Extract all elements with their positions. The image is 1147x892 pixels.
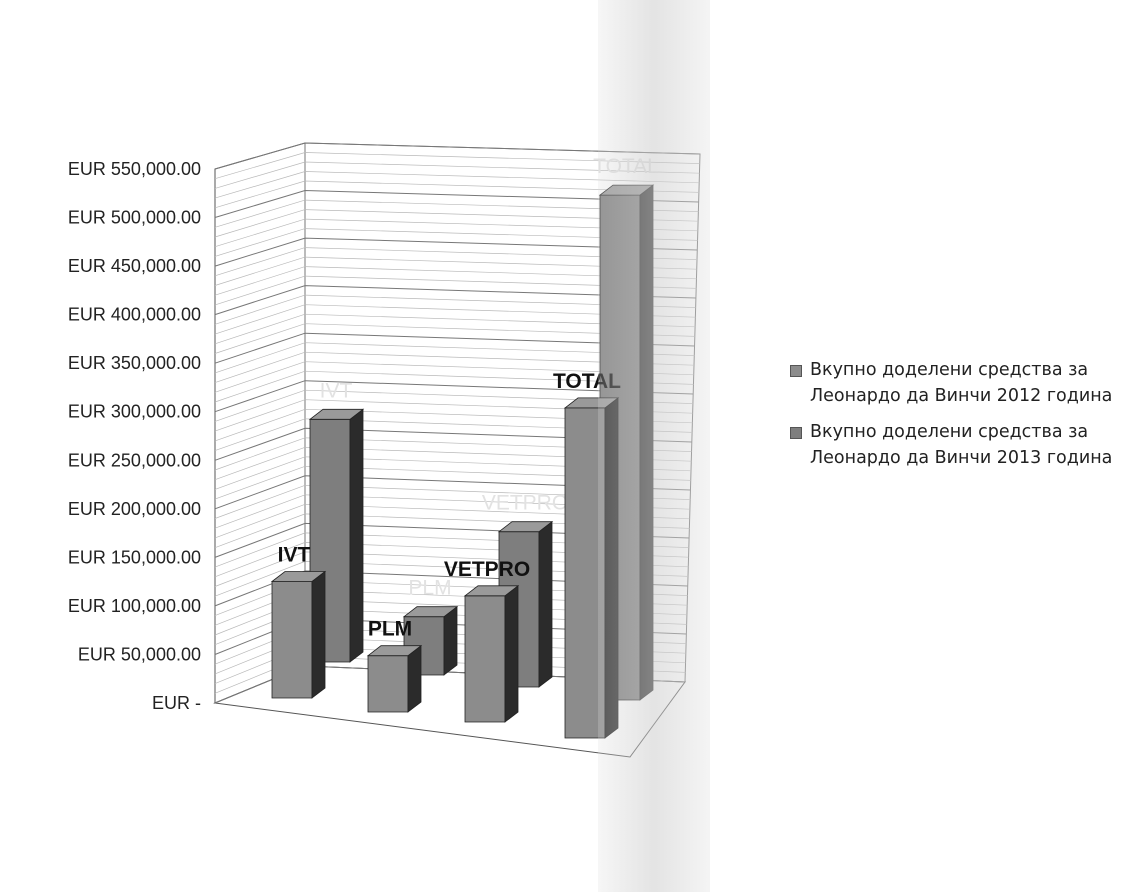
legend-label-2013: Вкупно доделени средства за Леонардо да …: [810, 422, 1113, 468]
bar-2012-plm-front: [367, 655, 409, 713]
gridline-minor: [214, 275, 697, 306]
gridline-major: [214, 475, 691, 510]
bar-2012-vetpro: [463, 584, 520, 723]
bar-2013-vetpro-top: [497, 521, 554, 533]
bar-2012-ivt-side: [311, 570, 326, 699]
gridline-major: [214, 285, 696, 316]
gridline-minor: [214, 484, 691, 519]
gridline-minor: [214, 171, 700, 199]
y-tick-label: EUR 250,000.00: [68, 450, 201, 470]
y-tick-label: EUR 450,000.00: [68, 256, 201, 276]
gridline-major: [214, 237, 698, 267]
gridline-major: [214, 142, 701, 170]
bar-label-2012-ivt: IVT: [278, 543, 311, 566]
gridline-minor: [214, 266, 697, 296]
gridline-minor: [214, 456, 692, 490]
bar-2012-vetpro-front: [464, 595, 506, 723]
gridline-minor: [214, 361, 694, 393]
gridline-minor: [214, 446, 692, 481]
legend-swatch-2013: [790, 427, 802, 439]
bar-2012-vetpro-side: [504, 584, 519, 723]
gridline-minor: [214, 503, 690, 539]
bar-label-2012-plm: PLM: [368, 618, 412, 641]
gridline-minor: [214, 437, 692, 471]
gridline-minor: [214, 247, 698, 277]
bar-2012-plm-top: [366, 645, 423, 657]
bar-2013-ivt-side: [349, 408, 364, 663]
y-tick-label: EUR 500,000.00: [68, 208, 201, 228]
legend-swatch-2012: [790, 365, 802, 377]
bar-label-2012-vetpro: VETPRO: [444, 558, 530, 581]
y-tick-label: EUR 50,000.00: [78, 644, 201, 664]
bar-2013-plm-top: [402, 606, 459, 618]
gridline-minor: [214, 313, 696, 345]
legend-item-2013: Вкупно доделени средства за Леонардо да …: [790, 419, 1142, 471]
bar-label-2013-vetpro: VETPRO: [482, 492, 568, 515]
bar-label-2012-total: TOTAL: [553, 370, 621, 393]
y-tick-label: EUR 100,000.00: [68, 596, 201, 616]
gridline-minor: [214, 351, 695, 383]
gridline-minor: [214, 294, 696, 325]
gridline-minor: [214, 152, 700, 180]
gridline-major: [214, 522, 690, 558]
legend-label-2012: Вкупно доделени средства за Леонардо да …: [810, 360, 1113, 406]
gridline-minor: [214, 561, 689, 597]
bar-2013-ivt-top: [308, 408, 365, 420]
gridline-minor: [214, 199, 699, 228]
bar-2012-ivt: [270, 570, 327, 699]
gridline-major: [214, 570, 688, 607]
gridline-major: [214, 332, 695, 364]
gridline-major: [214, 427, 692, 461]
gridline-minor: [214, 218, 698, 248]
gridline-minor: [214, 370, 694, 403]
gridline-minor: [214, 304, 696, 335]
bar-2012-ivt-front: [271, 581, 313, 699]
bar-2012-plm: [366, 644, 423, 713]
y-tick-label: EUR 400,000.00: [68, 305, 201, 325]
gridline-minor: [214, 389, 693, 422]
bar-label-2013-plm: PLM: [408, 577, 451, 600]
y-tick-label: EUR 550,000.00: [68, 159, 201, 179]
bar-label-2013-total: TOTAL: [593, 155, 659, 178]
bar-2012-ivt-top: [270, 571, 327, 582]
y-tick-label: EUR 350,000.00: [68, 353, 201, 373]
legend: Вкупно доделени средства за Леонардо да …: [790, 357, 1142, 481]
y-tick-label: EUR 150,000.00: [68, 547, 201, 567]
gridline-minor: [214, 209, 699, 238]
bar-2013-total-side: [639, 184, 654, 701]
gridline-minor: [214, 161, 700, 189]
gridline-minor: [214, 494, 690, 529]
bar-2013-plm-side: [443, 605, 458, 676]
gridline-minor: [214, 513, 690, 549]
bar-2013-vetpro-side: [538, 520, 553, 688]
gridline-minor: [214, 228, 698, 257]
bar-2012-plm-side: [407, 644, 422, 713]
gridline-minor: [214, 408, 693, 442]
gridline-major: [214, 380, 694, 413]
gridline-minor: [214, 399, 693, 432]
y-axis-ticks: EUR 550,000.00 EUR 500,000.00 EUR 450,000.…: [68, 159, 201, 713]
gridline-minor: [214, 418, 693, 451]
gridline-minor: [214, 256, 697, 286]
y-tick-label: EUR 200,000.00: [68, 499, 201, 519]
bar-2012-total: [563, 397, 620, 739]
gridline-major: [214, 189, 699, 218]
gridline-minor: [214, 323, 695, 354]
bar-2012-total-side: [604, 397, 619, 739]
bar-2012-vetpro-top: [463, 585, 520, 597]
gridline-minor: [214, 342, 695, 374]
legend-item-2012: Вкупно доделени средства за Леонардо да …: [790, 357, 1142, 409]
gridline-minor: [214, 180, 699, 209]
y-tick-label: EUR 300,000.00: [68, 402, 201, 422]
gridline-minor: [214, 542, 689, 578]
y-tick-label: EUR -: [152, 693, 201, 713]
bar-label-2013-ivt: IVT: [320, 379, 353, 402]
gridline-minor: [214, 551, 689, 587]
bar-2012-total-front: [564, 407, 606, 739]
gridline-minor: [214, 532, 689, 568]
gridline-minor: [214, 465, 691, 500]
